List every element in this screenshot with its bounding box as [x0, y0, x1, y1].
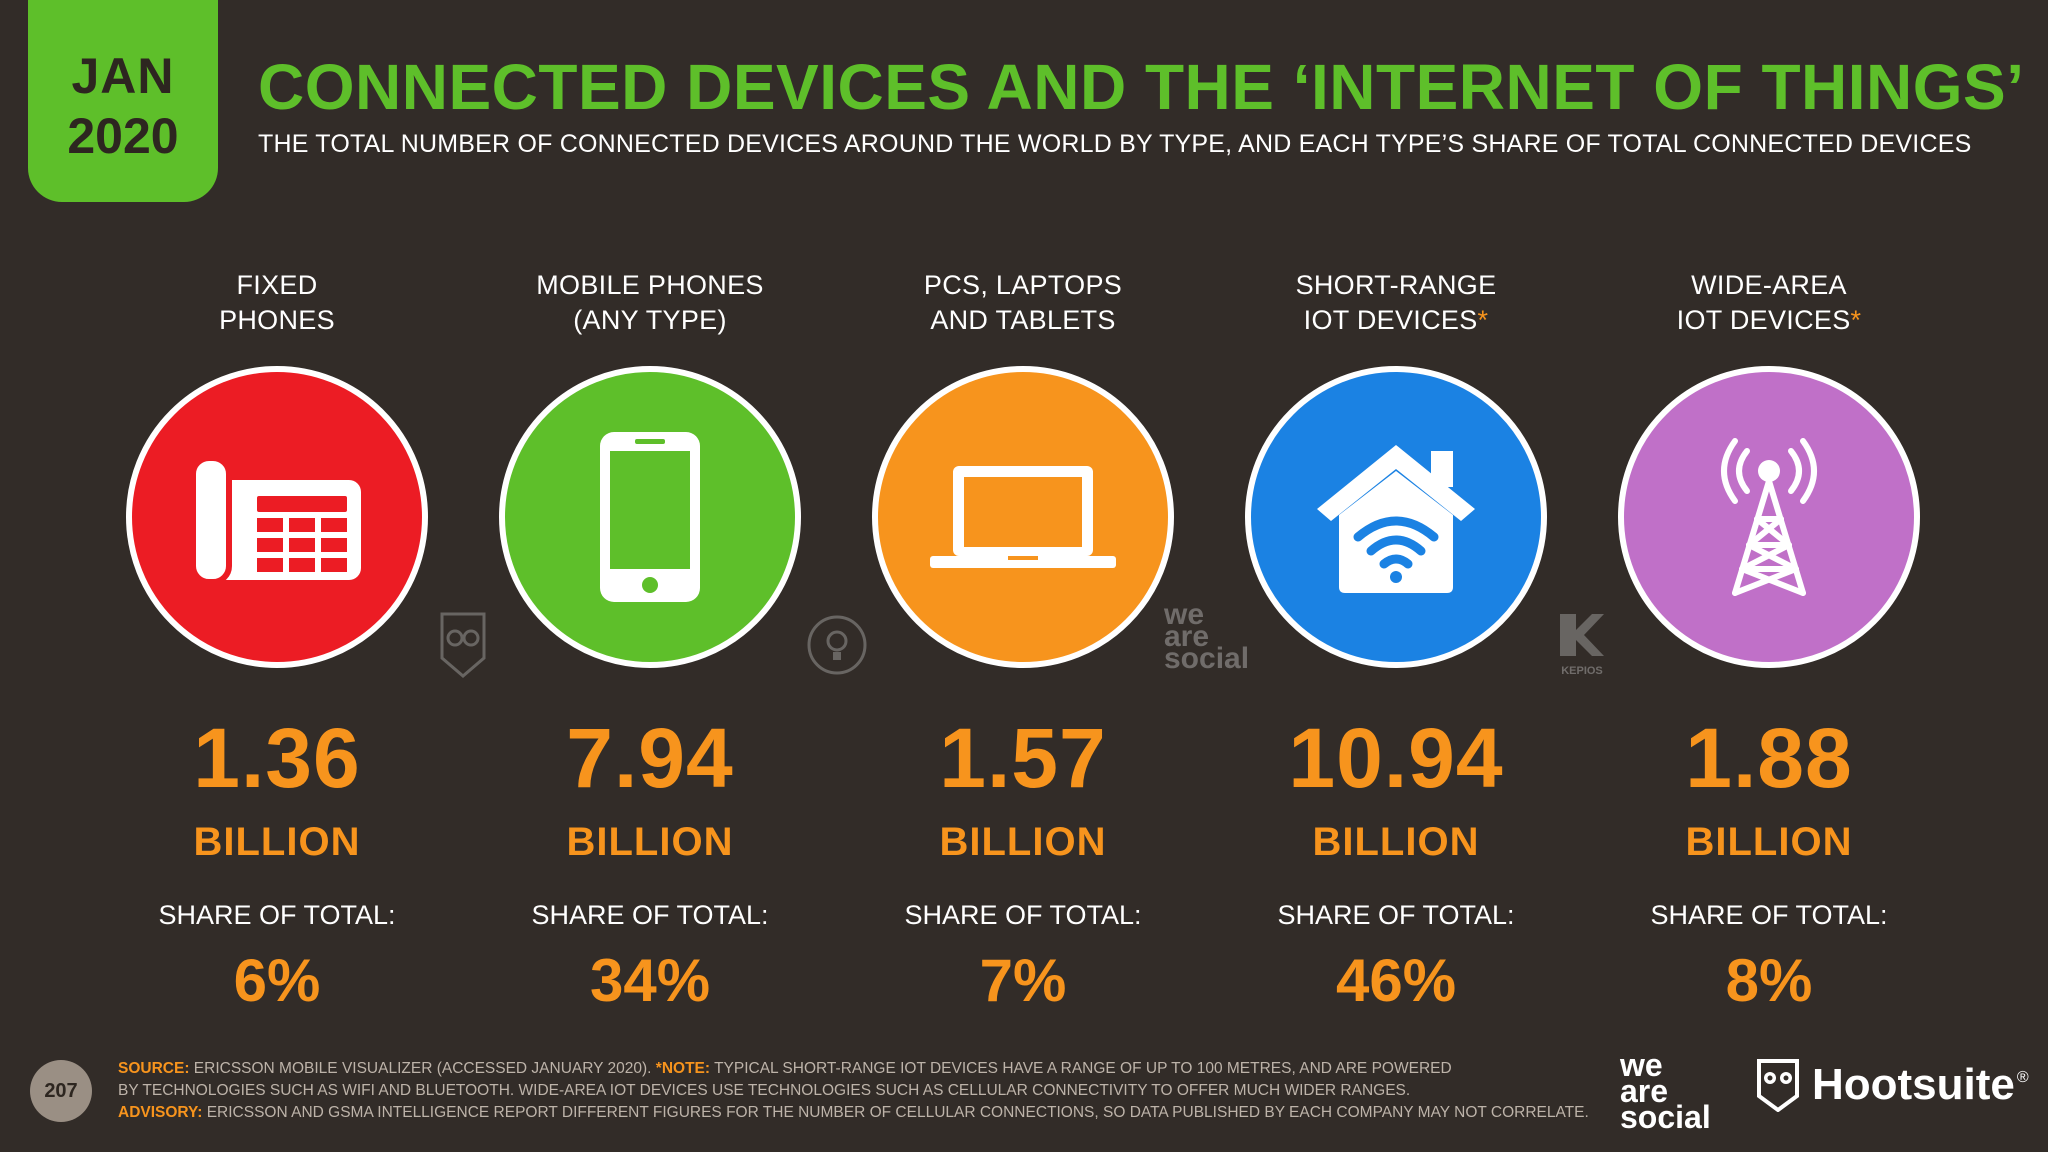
device-column-wide-area-iot: WIDE-AREA IOT DEVICES* 1.88 BILLION SHAR…	[1589, 268, 1949, 1011]
device-label: FIXED PHONES	[97, 268, 457, 348]
note-text: TYPICAL SHORT-RANGE IOT DEVICES HAVE A R…	[714, 1060, 1452, 1077]
share-value: 8%	[1725, 947, 1813, 1014]
desk-phone-icon	[190, 455, 361, 582]
share-label: SHARE OF TOTAL:	[904, 900, 1142, 930]
share-value: 7%	[979, 947, 1067, 1014]
device-label-line1: PCS, LAPTOPS	[923, 270, 1123, 300]
device-label: PCS, LAPTOPS AND TABLETS	[843, 268, 1203, 348]
device-icon-circle	[1245, 366, 1547, 668]
device-count-unit: BILLION	[939, 820, 1107, 864]
device-label-line2: IOT DEVICES	[1676, 305, 1851, 335]
kepios-wordmark: KEPIOS	[1561, 665, 1603, 677]
footer-notes: SOURCE: ERICSSON MOBILE VISUALIZER (ACCE…	[118, 1058, 1598, 1124]
logo-word: are	[1620, 1073, 1669, 1109]
asterisk: *	[1850, 305, 1862, 335]
device-label: MOBILE PHONES (ANY TYPE)	[470, 268, 830, 348]
footer-line-2: BY TECHNOLOGIES SUCH AS WIFI AND BLUETOO…	[118, 1082, 1411, 1099]
footer-line-1: SOURCE: ERICSSON MOBILE VISUALIZER (ACCE…	[118, 1058, 1598, 1080]
device-column-mobile-phones: MOBILE PHONES (ANY TYPE) 7.94 BILLION SH…	[470, 268, 830, 1011]
smart-home-wifi-icon	[1317, 445, 1475, 593]
device-icon-circle	[872, 366, 1174, 668]
source-text: ERICSSON MOBILE VISUALIZER (ACCESSED JAN…	[193, 1060, 652, 1077]
share-value: 34%	[589, 947, 711, 1014]
device-label-line2: PHONES	[219, 305, 335, 335]
device-count-unit: BILLION	[566, 820, 734, 864]
note-key: *NOTE:	[655, 1060, 711, 1077]
device-icon-circle	[1618, 366, 1920, 668]
kepios-logo-icon	[1560, 614, 1604, 656]
share-label: SHARE OF TOTAL:	[1650, 900, 1888, 930]
device-label-line2: IOT DEVICES	[1303, 305, 1478, 335]
device-column-pcs-laptops-tablets: PCS, LAPTOPS AND TABLETS 1.57 BILLION SH…	[843, 268, 1203, 1011]
device-count-unit: BILLION	[1312, 820, 1480, 864]
lightbulb-watermark-icon	[807, 615, 867, 675]
watermark-word: are	[1164, 620, 1210, 653]
asterisk: *	[1477, 305, 1489, 335]
kepios-watermark: KEPIOS	[1556, 610, 1608, 677]
device-column-fixed-phones: FIXED PHONES 1.36 BILLION SHARE OF TOTAL…	[97, 268, 457, 1011]
hootsuite-wordmark: Hootsuite	[1812, 1060, 2015, 1109]
share-label: SHARE OF TOTAL:	[1277, 900, 1515, 930]
device-label-line1: WIDE-AREA	[1691, 270, 1847, 300]
share-value: 6%	[233, 947, 321, 1014]
registered-mark: ®	[2016, 1069, 2029, 1086]
device-label: WIDE-AREA IOT DEVICES*	[1589, 268, 1949, 348]
device-label-line2: AND TABLETS	[930, 305, 1116, 335]
advisory-text: ERICSSON AND GSMA INTELLIGENCE REPORT DI…	[206, 1104, 1589, 1121]
logo-word: social	[1620, 1099, 1711, 1135]
share-label: SHARE OF TOTAL:	[158, 900, 396, 930]
footer-line-3: ADVISORY: ERICSSON AND GSMA INTELLIGENCE…	[118, 1102, 1598, 1124]
device-count-unit: BILLION	[1685, 820, 1853, 864]
share-value: 46%	[1335, 947, 1457, 1014]
device-count: 7.94	[566, 711, 734, 805]
logo-word: we	[1620, 1047, 1663, 1083]
smartphone-icon	[600, 432, 700, 602]
device-count: 1.36	[193, 711, 361, 805]
device-label: SHORT-RANGE IOT DEVICES*	[1216, 268, 1576, 348]
hootsuite-logo: Hootsuite ®	[1756, 1058, 2029, 1112]
advisory-key: ADVISORY:	[118, 1104, 203, 1121]
device-count: 1.88	[1685, 711, 1853, 805]
badge-month: JAN	[71, 48, 175, 104]
device-count-unit: BILLION	[193, 820, 361, 864]
laptop-icon	[930, 466, 1116, 568]
owl-watermark-icon	[440, 612, 486, 678]
device-count: 10.94	[1288, 711, 1504, 805]
page-subtitle: THE TOTAL NUMBER OF CONNECTED DEVICES AR…	[258, 130, 1972, 158]
we-are-social-logo: we are social	[1620, 1047, 1711, 1135]
share-label: SHARE OF TOTAL:	[531, 900, 769, 930]
cell-tower-icon	[1721, 438, 1817, 596]
device-label-line1: MOBILE PHONES	[536, 270, 764, 300]
device-label-line1: SHORT-RANGE	[1295, 270, 1497, 300]
device-column-short-range-iot: SHORT-RANGE IOT DEVICES* 10.94 BILLION S…	[1216, 268, 1576, 1011]
we-are-social-watermark: we are social	[1164, 598, 1250, 675]
device-count: 1.57	[939, 711, 1107, 805]
hootsuite-owl-icon	[1757, 1059, 1799, 1112]
page-number: 207	[30, 1060, 92, 1122]
device-label-line2: (ANY TYPE)	[573, 305, 727, 335]
badge-year: 2020	[67, 108, 179, 164]
date-badge: JAN 2020	[28, 0, 218, 202]
source-key: SOURCE:	[118, 1060, 190, 1077]
watermark-word: we	[1164, 598, 1205, 631]
page-title: CONNECTED DEVICES AND THE ‘INTERNET OF T…	[258, 51, 2025, 123]
device-icon-circle	[499, 366, 801, 668]
watermark-word: social	[1164, 642, 1250, 675]
device-label-line1: FIXED	[236, 270, 318, 300]
device-icon-circle	[126, 366, 428, 668]
